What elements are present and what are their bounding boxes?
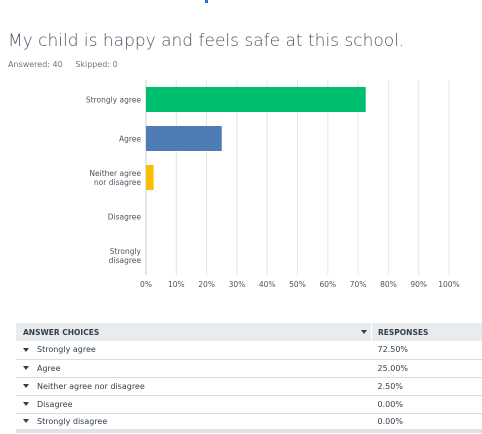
expand-caret-icon[interactable] (23, 384, 29, 388)
answer-choice-label: Disagree (37, 399, 73, 409)
table-header: ANSWER CHOICES RESPONSES (16, 323, 482, 341)
bar (146, 126, 222, 151)
answer-choice-label: Agree (37, 363, 61, 373)
x-tick-label: 50% (289, 280, 306, 289)
bar (146, 165, 154, 190)
x-tick-label: 30% (229, 280, 246, 289)
category-label: Strongly disagree (109, 247, 142, 265)
answer-choices-header[interactable]: ANSWER CHOICES (16, 323, 372, 341)
x-tick-label: 40% (259, 280, 276, 289)
top-link-fragment (205, 0, 208, 3)
x-tick-label: 80% (380, 280, 397, 289)
answer-table: ANSWER CHOICES RESPONSES Strongly agree … (16, 323, 482, 433)
responses-header: RESPONSES (371, 323, 482, 341)
response-percent: 0.00% (377, 416, 403, 426)
bar (146, 87, 366, 112)
bar-chart: 0% 10% 20% 30% 40% 50% 60% 70% 80% 90% 100% Strongl… (86, 80, 460, 289)
table-row[interactable]: Strongly disagree 0.00% (16, 413, 482, 431)
expand-caret-icon[interactable] (23, 419, 29, 424)
skipped-count: Skipped: 0 (75, 60, 118, 69)
category-label: Disagree (108, 213, 142, 222)
expand-caret-icon[interactable] (23, 347, 29, 352)
table-row[interactable]: Agree 25.00% (16, 359, 482, 377)
response-percent: 0.00% (377, 399, 403, 409)
response-percent: 2.50% (377, 381, 403, 391)
table-row[interactable]: Strongly agree 72.50% (16, 341, 482, 359)
x-tick-label: 20% (198, 280, 215, 289)
answer-choice-label: Strongly agree (37, 345, 96, 355)
x-tick-label: 10% (168, 280, 185, 289)
x-tick-label: 90% (410, 280, 427, 289)
response-percent: 25.00% (377, 363, 409, 373)
table-row[interactable]: Disagree 0.00% (16, 395, 482, 413)
table-row[interactable]: Neither agree nor disagree 2.50% (16, 377, 482, 395)
expand-caret-icon[interactable] (23, 366, 29, 370)
question-title: My child is happy and feels safe at this… (8, 31, 405, 51)
category-label: Agree (119, 135, 141, 144)
x-tick-label: 100% (438, 280, 459, 289)
category-label: Neither agree nor disagree (89, 169, 141, 187)
x-tick-label: 0% (140, 280, 152, 289)
x-tick-label: 60% (319, 280, 336, 289)
expand-caret-icon[interactable] (23, 402, 29, 406)
response-percent: 72.50% (377, 345, 409, 355)
x-tick-label: 70% (350, 280, 367, 289)
category-label: Strongly agree (86, 96, 142, 105)
sort-caret-icon[interactable] (361, 330, 367, 334)
answer-choice-label: Strongly disagree (37, 416, 108, 426)
response-meta: Answered: 40 Skipped: 0 (8, 60, 128, 69)
answer-choice-label: Neither agree nor disagree (37, 381, 145, 391)
answered-count: Answered: 40 (8, 60, 63, 69)
